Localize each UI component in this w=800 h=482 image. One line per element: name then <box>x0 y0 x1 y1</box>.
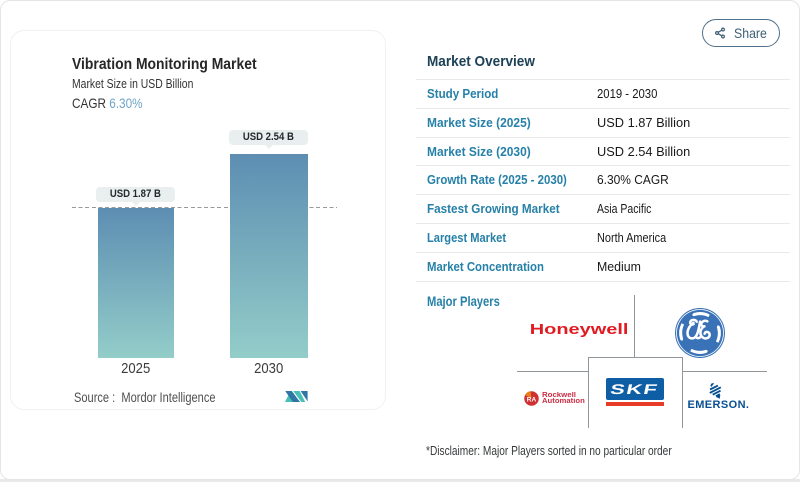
svg-text:RA: RA <box>526 396 536 403</box>
